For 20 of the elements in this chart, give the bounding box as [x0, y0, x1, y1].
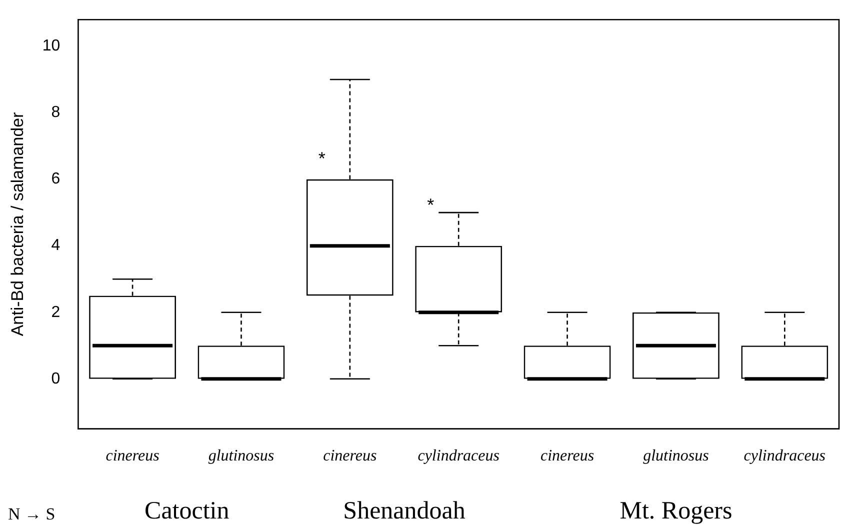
text: Shenandoah	[343, 498, 466, 525]
x-tick-label: cylindraceus	[418, 448, 500, 465]
y-tick-label: 0	[51, 370, 60, 388]
x-tick-label: cinereus	[540, 448, 594, 465]
annotation: *	[318, 148, 326, 168]
text: Catoctin	[144, 498, 230, 525]
y-tick-label: 4	[51, 237, 60, 254]
text: N → S	[8, 504, 56, 524]
x-tick-label: glutinosus	[643, 448, 709, 465]
y-tick-label: 2	[51, 304, 60, 321]
x-tick-label: cinereus	[323, 448, 377, 465]
annotation: *	[427, 194, 434, 215]
x-tick-label: glutinosus	[208, 448, 274, 465]
text: Mt. Rogers	[620, 498, 732, 525]
x-tick-label: cinereus	[106, 448, 160, 465]
y-tick-label: 8	[51, 104, 60, 122]
y-tick-label: 6	[51, 170, 60, 188]
y-axis-title: Anti-Bd bacteria / salamander	[8, 112, 27, 336]
x-tick-label: cylindraceus	[744, 448, 826, 465]
y-tick-label: 10	[42, 38, 60, 55]
